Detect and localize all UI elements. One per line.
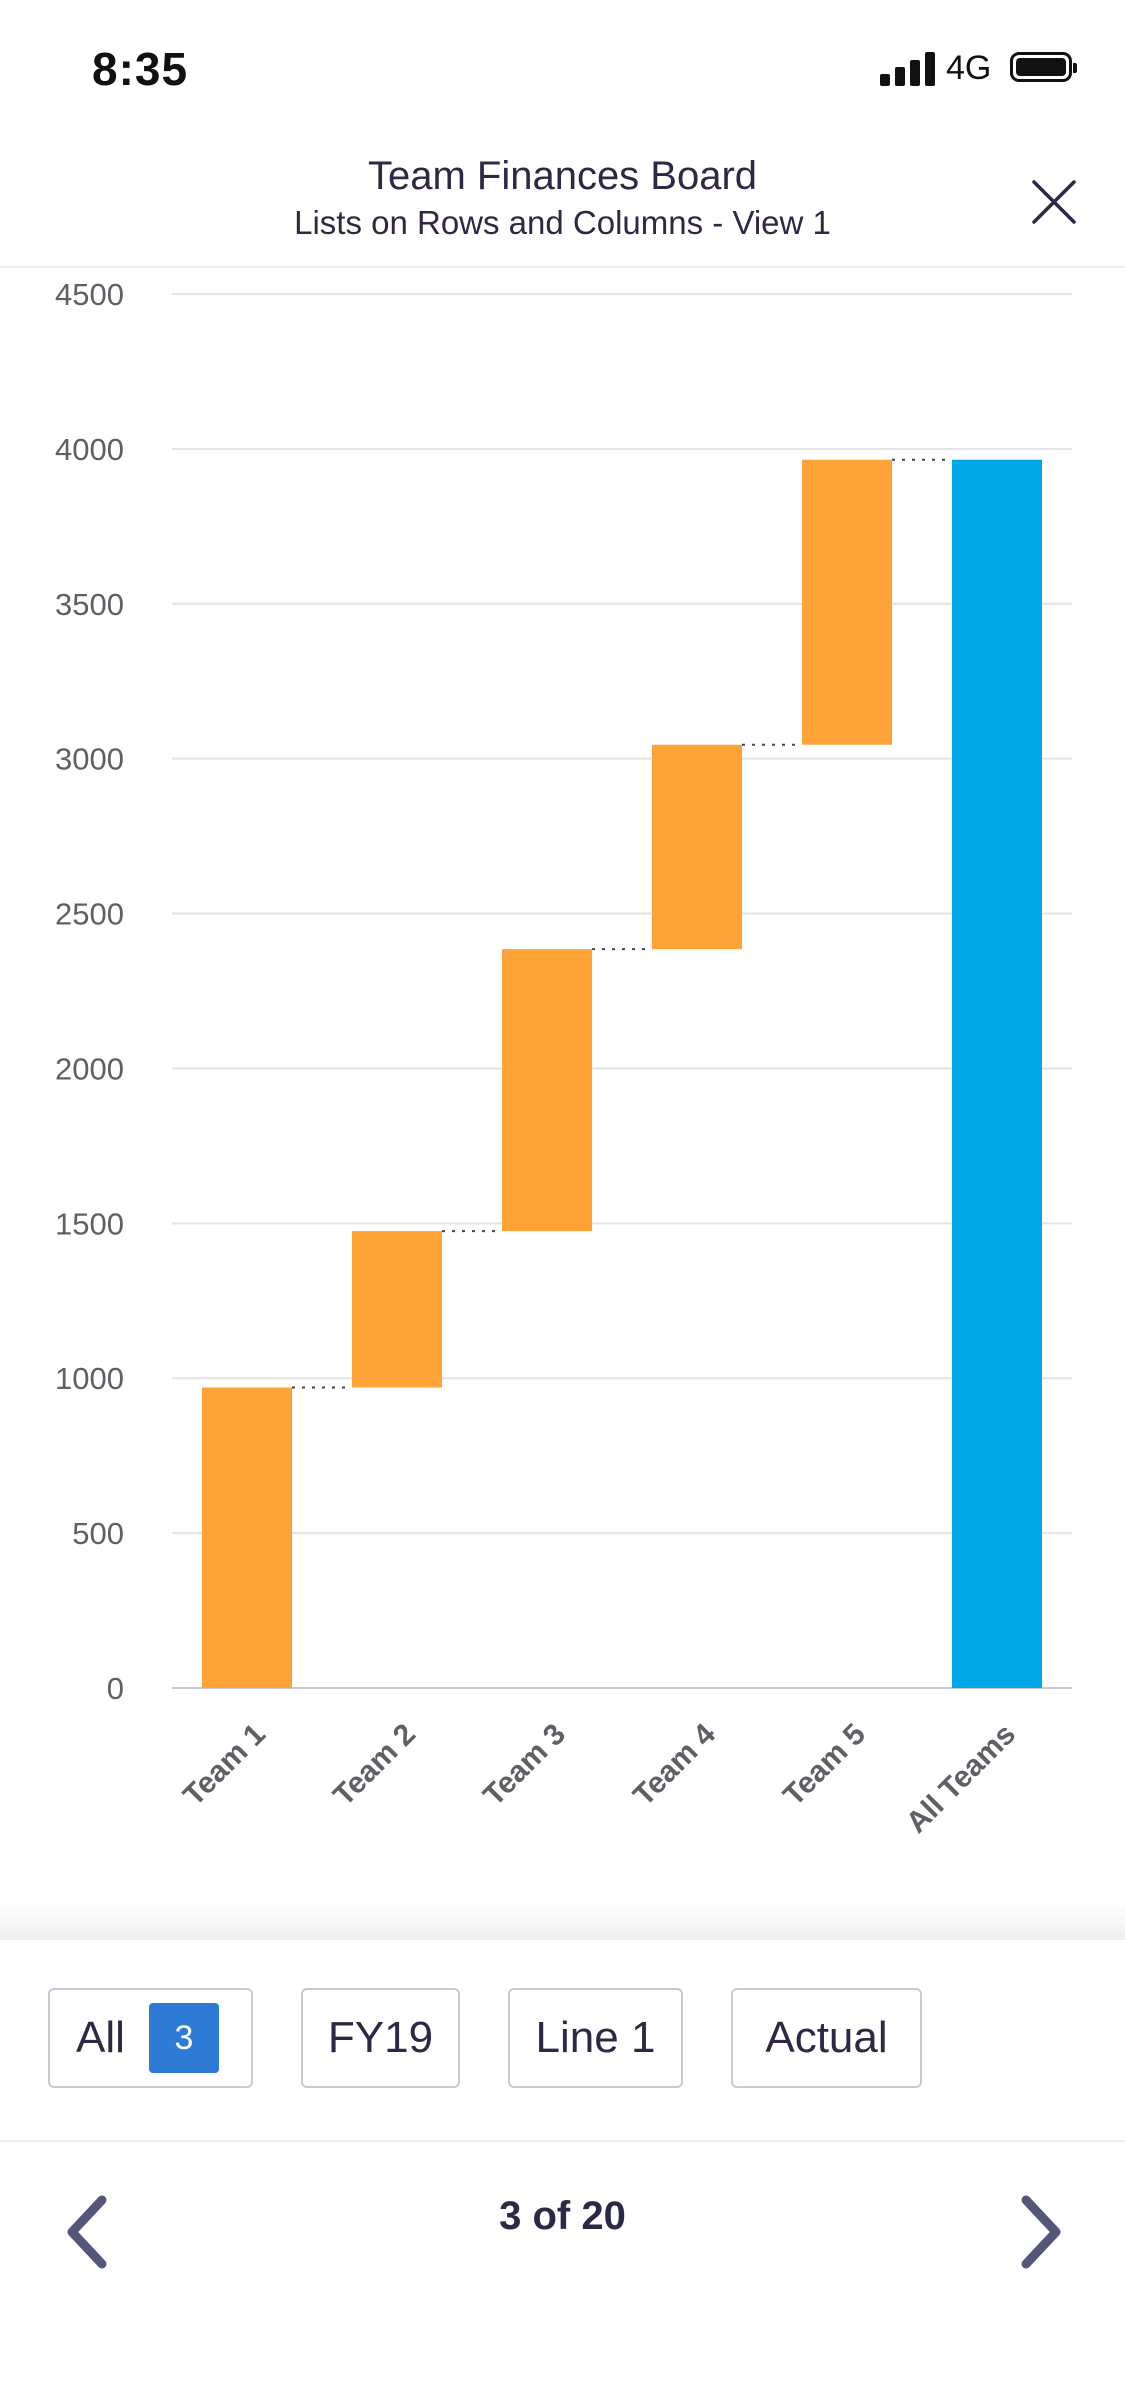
page-title: Team Finances Board bbox=[367, 154, 758, 198]
page-subtitle: Lists on Rows and Columns - View 1 bbox=[294, 204, 831, 241]
filter-chip-all[interactable]: All 3 bbox=[48, 1988, 253, 2088]
increase-bar bbox=[502, 949, 592, 1232]
increase-bar bbox=[652, 744, 742, 950]
x-tick-label: Team 2 bbox=[327, 1718, 422, 1813]
chevron-right-icon[interactable] bbox=[1010, 2192, 1070, 2272]
x-tick-label: Team 3 bbox=[477, 1718, 572, 1813]
y-tick-label: 4500 bbox=[55, 277, 124, 312]
y-tick-label: 1000 bbox=[55, 1361, 124, 1396]
filter-chip-line-1[interactable]: Line 1 bbox=[508, 1988, 683, 2088]
filter-chip-all-label: All bbox=[76, 2013, 125, 2062]
increase-bar bbox=[202, 1387, 292, 1688]
x-tick-label: Team 4 bbox=[627, 1717, 722, 1812]
y-tick-label: 2500 bbox=[55, 897, 124, 932]
x-tick-label: Team 1 bbox=[177, 1718, 272, 1813]
increase-bar bbox=[352, 1231, 442, 1388]
status-bar: 8:35 4G bbox=[0, 0, 1125, 140]
filter-bar: All 3 FY19 Line 1 Actual bbox=[0, 1940, 1125, 2142]
x-tick-label: All Teams bbox=[900, 1718, 1022, 1840]
filter-chip-actual[interactable]: Actual bbox=[731, 1988, 922, 2088]
chevron-left-icon[interactable] bbox=[58, 2192, 118, 2272]
divider-shadow bbox=[0, 1900, 1125, 1940]
y-tick-label: 0 bbox=[107, 1671, 124, 1706]
total-bar bbox=[952, 459, 1042, 1689]
network-type: 4G bbox=[946, 49, 992, 87]
filter-chip-fy19-label: FY19 bbox=[327, 2013, 434, 2062]
filter-count-badge: 3 bbox=[148, 2003, 219, 2073]
close-icon[interactable] bbox=[1030, 178, 1078, 226]
battery-icon bbox=[1010, 52, 1077, 82]
signal-icon bbox=[880, 52, 936, 86]
header: Team Finances Board Lists on Rows and Co… bbox=[0, 140, 1125, 268]
x-tick-label: Team 5 bbox=[777, 1718, 872, 1813]
waterfall-chart: 0 500 1000 1500 2000 2500 3000 3500 4000 4500 Team… bbox=[55, 277, 1072, 1840]
pager: 3 of 20 bbox=[0, 2142, 1125, 2392]
y-tick-label: 4000 bbox=[55, 432, 124, 467]
filter-chip-actual-label: Actual bbox=[765, 2013, 888, 2062]
y-tick-label: 500 bbox=[72, 1516, 124, 1551]
y-tick-label: 3500 bbox=[55, 587, 124, 622]
filter-chip-fy19[interactable]: FY19 bbox=[301, 1988, 460, 2088]
increase-bar bbox=[802, 459, 892, 745]
filter-chip-line-1-label: Line 1 bbox=[535, 2013, 656, 2062]
y-tick-label: 3000 bbox=[55, 742, 124, 777]
status-time: 8:35 bbox=[92, 43, 189, 95]
page-indicator: 3 of 20 bbox=[499, 2194, 626, 2238]
y-tick-label: 1500 bbox=[55, 1206, 124, 1241]
y-tick-label: 2000 bbox=[55, 1051, 124, 1086]
